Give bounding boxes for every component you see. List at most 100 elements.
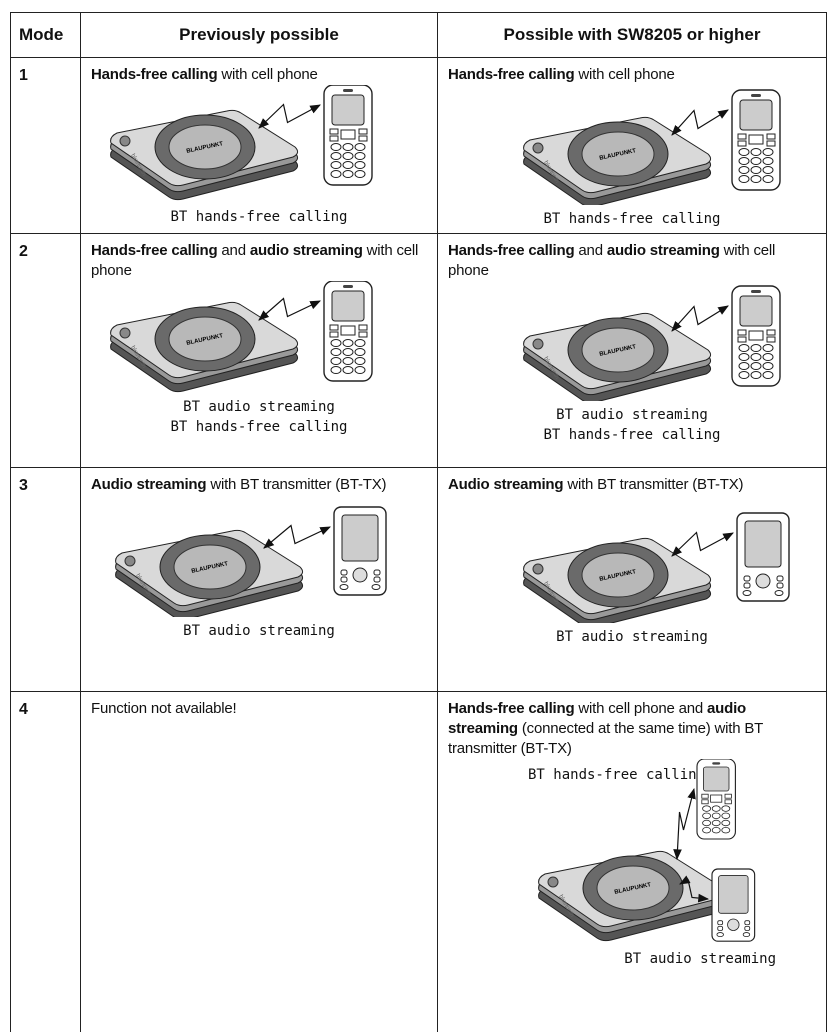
cell-text: Audio streaming with BT transmitter (BT-…: [438, 468, 826, 495]
phone-key: [330, 366, 342, 374]
text-segment: Function not available!: [91, 700, 237, 717]
phone-softkey: [737, 336, 747, 343]
phone-screen: [739, 99, 773, 131]
device-led: [119, 135, 131, 147]
text-segment: Hands-free calling: [91, 242, 218, 259]
text-segment: Audio streaming: [91, 476, 207, 493]
bt-link-arrow: [671, 531, 734, 557]
tx-screen: [744, 520, 782, 568]
phone-key: [738, 175, 750, 183]
text-segment: audio streaming: [606, 242, 720, 259]
text-segment: with cell phone: [217, 66, 318, 83]
phone-key: [354, 152, 366, 160]
phone-key: [762, 362, 774, 370]
function-cell: Hands-free calling with cell phone and a…: [437, 691, 827, 1032]
phone-earpiece: [343, 89, 353, 92]
phone-softkey: [766, 140, 776, 147]
phone-key: [354, 339, 366, 347]
phone-key: [762, 157, 774, 165]
phone-key: [702, 812, 712, 820]
tx-button: [340, 569, 348, 576]
device-center: [173, 544, 247, 590]
phone-softkey: [737, 140, 747, 147]
phone-key: [750, 175, 762, 183]
tx-button: [340, 576, 348, 583]
phone-key: [330, 152, 342, 160]
phone-key: [762, 166, 774, 174]
text-segment: Hands-free calling: [91, 66, 218, 83]
text-segment: and: [574, 242, 607, 259]
phone-key: [762, 148, 774, 156]
cell-text: Hands-free calling and audio streaming w…: [81, 234, 437, 281]
phone-key: [750, 157, 762, 165]
tx-button: [373, 576, 381, 583]
caption: BT audio streaming: [183, 623, 335, 639]
phone-key: [711, 812, 721, 820]
table-row: 3 Audio streaming with BT transmitter (BT…: [10, 467, 827, 692]
device-center: [596, 865, 670, 911]
text-segment: with BT transmitter (BT-TX): [563, 476, 744, 493]
phone-key: [738, 148, 750, 156]
phone-key: [750, 344, 762, 352]
phone-softkey: [701, 793, 709, 799]
phone-screen: [331, 94, 365, 126]
function-cell: Hands-free calling with cell phone BLAUPU…: [437, 57, 827, 234]
caption: BT audio streaming: [624, 951, 776, 967]
phone-key: [721, 819, 731, 827]
phone-nav: [340, 325, 356, 336]
phone-key: [711, 805, 721, 812]
mode-cell: 1: [10, 57, 81, 234]
function-cell: Audio streaming with BT transmitter (BT-…: [437, 467, 827, 692]
mode-table: Mode Previously possible Possible with S…: [10, 12, 827, 1032]
phone-key: [762, 344, 774, 352]
mode-cell: 2: [10, 233, 81, 468]
phone-key: [762, 353, 774, 361]
tx-button: [774, 590, 784, 596]
phone-key: [342, 152, 354, 160]
phone-nav: [710, 794, 723, 803]
phone-key: [738, 344, 750, 352]
cell-text: Audio streaming with BT transmitter (BT-…: [81, 468, 437, 495]
text-segment: with cell phone: [448, 242, 776, 279]
phone-softkey: [358, 331, 368, 338]
phone: [711, 868, 756, 942]
header-cell: Possible with SW8205 or higher: [437, 12, 827, 58]
device-led: [532, 563, 544, 575]
caption: BT hands-free calling: [528, 767, 706, 783]
phone-softkey: [737, 329, 747, 336]
tx-button: [716, 932, 724, 938]
phone-key: [354, 366, 366, 374]
cell-text: Hands-free calling and audio streaming w…: [438, 234, 826, 281]
phone-key: [702, 827, 712, 834]
phone-key: [738, 166, 750, 174]
tx-button: [742, 932, 751, 938]
mode-cell: 3: [10, 467, 81, 692]
phone-key: [330, 170, 342, 178]
phone-softkey: [329, 331, 339, 338]
tx-button: [743, 582, 751, 589]
phone-earpiece: [751, 94, 761, 97]
phone-key: [354, 357, 366, 365]
phone-softkey: [701, 799, 709, 805]
phone-softkey: [766, 336, 776, 343]
phone-softkey: [358, 128, 368, 135]
phone-key: [738, 353, 750, 361]
caption: BT hands-free calling: [170, 209, 348, 225]
phone-key: [354, 170, 366, 178]
caption: BT hands-free calling: [543, 427, 721, 443]
table-body: 1 Hands-free calling with cell phone BLAUP…: [10, 57, 827, 1032]
device-center: [581, 131, 655, 177]
phone-key: [342, 161, 354, 169]
phone: [736, 512, 790, 602]
bt-link-arrow: [263, 524, 331, 549]
phone-key: [702, 805, 712, 812]
cell-text: Function not available!: [81, 692, 437, 719]
table-row: 4 Function not available! Hands-free calli…: [10, 691, 827, 1032]
tx-button: [717, 920, 724, 926]
tx-button: [717, 925, 724, 931]
phone-key: [721, 827, 731, 834]
phone-softkey: [737, 133, 747, 140]
